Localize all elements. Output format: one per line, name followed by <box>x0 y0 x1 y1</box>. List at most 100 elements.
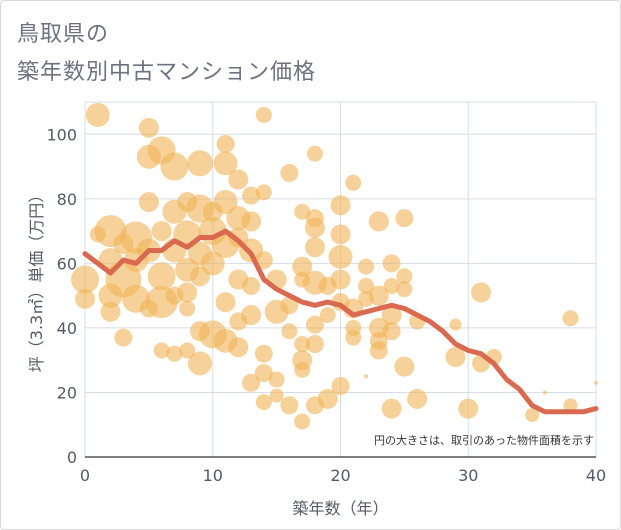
bubble-point <box>254 364 273 383</box>
bubble-point <box>151 221 172 242</box>
bubble-point <box>147 262 176 291</box>
bubble-point <box>242 276 261 295</box>
x-tick-label: 30 <box>458 466 478 485</box>
y-tick-label: 80 <box>57 190 77 209</box>
bubble-point <box>292 256 313 277</box>
y-tick-label: 100 <box>46 125 77 144</box>
bubble-point <box>381 305 402 325</box>
bubble-point <box>213 151 238 176</box>
bubble-point <box>542 390 547 395</box>
bubble-point <box>563 398 578 413</box>
bubble-point <box>187 351 212 376</box>
bubble-point <box>331 377 350 395</box>
bubble-point <box>216 134 235 153</box>
bubble-point <box>319 307 336 323</box>
bubble-point <box>280 164 299 182</box>
bubble-point <box>328 244 353 269</box>
bubble-point <box>242 373 261 392</box>
bubble-point <box>345 174 362 191</box>
chart-title-line2: 築年数別中古マンション価格 <box>17 60 317 85</box>
bubble-point <box>445 346 466 367</box>
bubble-point <box>177 282 198 303</box>
bubble-point <box>200 251 225 276</box>
bubble-point <box>381 398 402 419</box>
bubble-point <box>369 341 388 360</box>
bubble-point <box>368 211 389 232</box>
bubble-point <box>305 335 324 354</box>
bubble-point <box>594 380 598 385</box>
bubble-point <box>330 195 351 216</box>
bubble-point <box>281 323 298 340</box>
bubble-point <box>153 342 170 359</box>
bubble-point <box>304 237 325 258</box>
bubble-point <box>242 186 261 205</box>
y-tick-label: 0 <box>67 448 77 467</box>
bubble-point <box>368 285 389 306</box>
axes: 0 10 20 30 40 0 20 40 60 80 100 <box>46 125 606 485</box>
bubble-point <box>304 217 325 238</box>
bubble-point <box>364 374 369 379</box>
chart-title-line1: 鳥取県の <box>17 22 110 47</box>
bubble-point <box>407 388 428 409</box>
bubble-point <box>396 281 413 298</box>
bubble-point <box>345 319 362 336</box>
bubble-point <box>160 152 189 181</box>
bubble-point <box>471 282 492 303</box>
bubble-point <box>382 254 401 273</box>
y-axis-label: 坪（3.3㎡）単価（万円） <box>27 187 46 372</box>
bubble-point <box>305 315 324 334</box>
bubble-point <box>280 396 299 415</box>
bubble-point <box>358 258 375 275</box>
bubble-point <box>396 268 413 285</box>
bubble-point <box>395 209 414 228</box>
bubble-point <box>562 310 579 327</box>
bubble-point <box>525 408 540 423</box>
bubble-point <box>254 344 273 363</box>
bubble-point <box>294 336 311 353</box>
bubble-point <box>179 342 196 359</box>
bubble-point <box>294 203 311 220</box>
bubble-point <box>254 251 273 270</box>
bubble-series <box>71 102 598 430</box>
bubble-point <box>100 301 121 322</box>
bubble-point <box>241 305 262 325</box>
bubble-point <box>280 296 299 315</box>
x-axis-label: 築年数（年） <box>292 499 388 518</box>
bubble-point <box>166 345 183 362</box>
bubble-point <box>228 169 249 190</box>
bubble-point <box>186 150 213 177</box>
bubble-point <box>268 371 285 388</box>
bubble-point <box>114 328 133 347</box>
bubble-point <box>382 322 401 341</box>
bubble-point <box>228 337 249 358</box>
bubble-point <box>458 398 479 419</box>
size-annotation: 円の大きさは、取引のあった物件面積を示す <box>374 433 594 447</box>
bubble-point <box>215 292 236 313</box>
y-tick-label: 40 <box>57 319 77 338</box>
bubble-point <box>394 356 415 377</box>
x-tick-label: 0 <box>80 466 90 485</box>
bubble-point <box>255 394 272 411</box>
bubble-point <box>241 211 262 232</box>
bubble-point <box>138 192 159 213</box>
x-tick-label: 40 <box>586 466 606 485</box>
bubble-point <box>138 117 159 138</box>
bubble-point <box>306 145 323 162</box>
bubble-point <box>294 361 311 378</box>
bubble-point <box>75 288 95 309</box>
x-tick-label: 10 <box>203 466 223 485</box>
bubble-point <box>449 318 462 331</box>
bubble-point <box>213 190 238 215</box>
bubble-point <box>358 277 375 294</box>
bubble-point <box>255 184 272 201</box>
bubble-point <box>269 388 284 403</box>
y-tick-label: 20 <box>57 383 77 402</box>
bubble-point <box>330 224 351 245</box>
bubble-point <box>71 265 99 294</box>
bubble-point <box>294 413 311 430</box>
bubble-point <box>317 388 338 409</box>
x-tick-label: 20 <box>330 466 350 485</box>
bubble-point <box>179 300 196 317</box>
bubble-point <box>383 277 400 294</box>
